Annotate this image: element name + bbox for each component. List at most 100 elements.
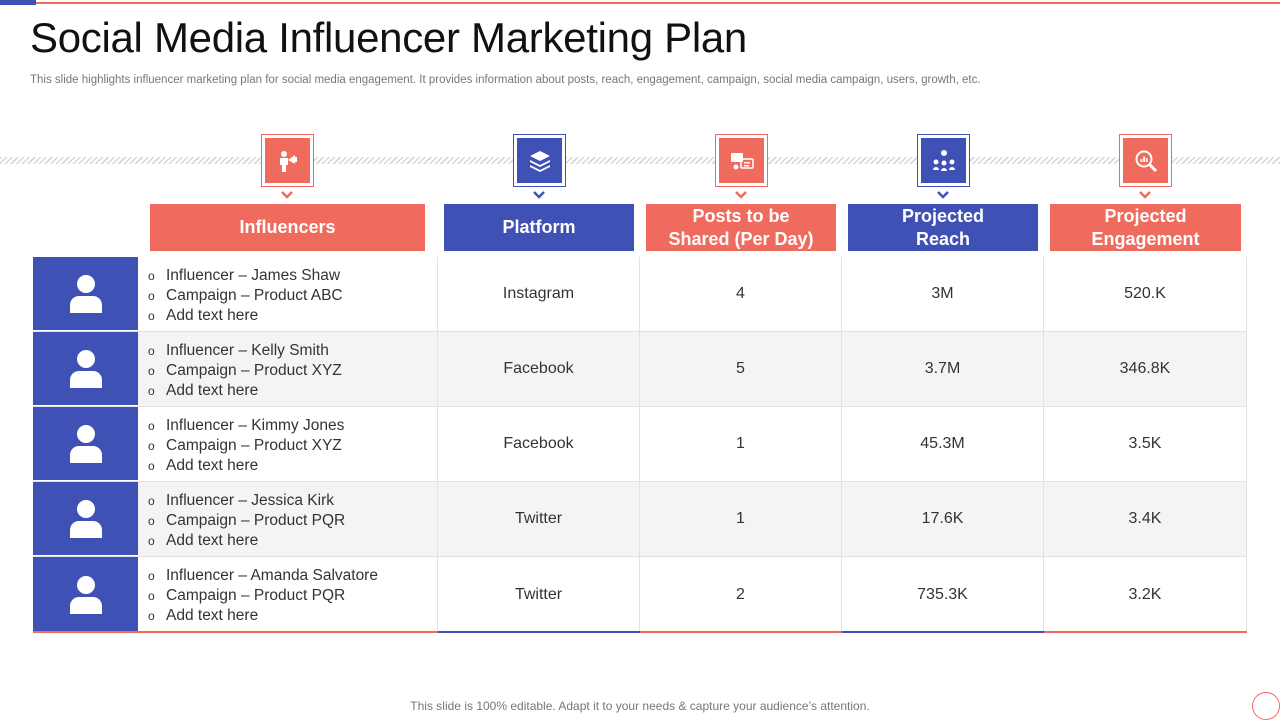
info-note: o Add text here bbox=[148, 382, 259, 399]
info-campaign: o Campaign – Product ABC bbox=[148, 287, 343, 304]
info-influencer: o Influencer – Jessica Kirk bbox=[148, 492, 334, 509]
layers-icon bbox=[529, 150, 550, 172]
chevron-down-icon bbox=[937, 191, 949, 199]
posts-cell: 1 bbox=[640, 407, 842, 481]
bottom-accent-line bbox=[842, 631, 1044, 633]
header-platform: Platform bbox=[444, 204, 634, 251]
platform-header-icon bbox=[513, 134, 566, 187]
bullet: o bbox=[148, 534, 155, 548]
header-engagement: Projected Engagement bbox=[1050, 204, 1241, 251]
engagement-cell: 3.2K bbox=[1044, 557, 1247, 632]
top-accent-line bbox=[36, 2, 1280, 4]
footer-note: This slide is 100% editable. Adapt it to… bbox=[410, 699, 870, 713]
avatar bbox=[33, 332, 138, 406]
user-icon bbox=[69, 499, 102, 538]
bullet: o bbox=[148, 269, 155, 283]
bullet: o bbox=[148, 439, 155, 453]
bullet: o bbox=[148, 289, 155, 303]
table-row: o Influencer – Amanda Salvatore o Campaign… bbox=[33, 557, 1247, 632]
corner-circle-decoration bbox=[1252, 692, 1280, 720]
top-accent-bar bbox=[0, 0, 36, 5]
influencer-info: o Influencer – Kimmy Jones o Campaign – Pr… bbox=[138, 407, 438, 481]
user-icon bbox=[69, 349, 102, 388]
network-users-icon bbox=[932, 149, 955, 171]
reach-cell: 3M bbox=[842, 257, 1044, 331]
bottom-accent-line bbox=[438, 631, 640, 633]
bullet: o bbox=[148, 514, 155, 528]
platform-cell: Twitter bbox=[438, 482, 640, 556]
bullet: o bbox=[148, 459, 155, 473]
info-note: o Add text here bbox=[148, 457, 259, 474]
bullet: o bbox=[148, 589, 155, 603]
chevron-down-icon bbox=[281, 191, 293, 199]
engagement-cell: 346.8K bbox=[1044, 332, 1247, 406]
info-influencer: o Influencer – James Shaw bbox=[148, 267, 341, 284]
influencer-info: o Influencer – Amanda Salvatore o Campaign… bbox=[138, 557, 438, 632]
bottom-accent-line bbox=[1044, 631, 1247, 633]
avatar bbox=[33, 482, 138, 556]
table-row: o Influencer – Kimmy Jones o Campaign – Pr… bbox=[33, 407, 1247, 482]
posts-header-icon bbox=[715, 134, 768, 187]
info-note: o Add text here bbox=[148, 607, 259, 624]
info-campaign: o Campaign – Product XYZ bbox=[148, 437, 342, 454]
table-row: o Influencer – Jessica Kirk o Campaign – P… bbox=[33, 482, 1247, 557]
info-campaign: o Campaign – Product PQR bbox=[148, 587, 346, 604]
posts-cell: 2 bbox=[640, 557, 842, 632]
posts-cell: 5 bbox=[640, 332, 842, 406]
info-influencer: o Influencer – Kelly Smith bbox=[148, 342, 329, 359]
reach-header-icon bbox=[917, 134, 970, 187]
reach-cell: 45.3M bbox=[842, 407, 1044, 481]
avatar bbox=[33, 557, 138, 632]
bottom-accent-line bbox=[33, 631, 438, 633]
platform-cell: Twitter bbox=[438, 557, 640, 632]
bullet: o bbox=[148, 384, 155, 398]
info-note: o Add text here bbox=[148, 532, 259, 549]
bottom-accent-line bbox=[640, 631, 842, 633]
info-note: o Add text here bbox=[148, 307, 259, 324]
chevron-down-icon bbox=[533, 191, 545, 199]
header-reach: Projected Reach bbox=[848, 204, 1038, 251]
posts-cell: 1 bbox=[640, 482, 842, 556]
influencers-header-icon bbox=[261, 134, 314, 187]
reach-cell: 3.7M bbox=[842, 332, 1044, 406]
user-icon bbox=[69, 274, 102, 313]
megaphone-person-icon bbox=[279, 150, 297, 172]
info-influencer: o Influencer – Kimmy Jones bbox=[148, 417, 345, 434]
chevron-down-icon bbox=[735, 191, 747, 199]
influencer-info: o Influencer – Jessica Kirk o Campaign – P… bbox=[138, 482, 438, 556]
header-posts: Posts to be Shared (Per Day) bbox=[646, 204, 836, 251]
bullet: o bbox=[148, 344, 155, 358]
engagement-cell: 520.K bbox=[1044, 257, 1247, 331]
platform-cell: Facebook bbox=[438, 332, 640, 406]
platform-cell: Facebook bbox=[438, 407, 640, 481]
chevron-down-icon bbox=[1139, 191, 1151, 199]
bullet: o bbox=[148, 419, 155, 433]
hatched-divider bbox=[0, 157, 1280, 164]
table-row: o Influencer – Kelly Smith o Campaign – Pr… bbox=[33, 332, 1247, 407]
user-icon bbox=[69, 424, 102, 463]
influencer-table: o Influencer – James Shaw o Campaign – Pro… bbox=[33, 257, 1247, 632]
avatar bbox=[33, 407, 138, 481]
bullet: o bbox=[148, 569, 155, 583]
avatar bbox=[33, 257, 138, 331]
influencer-info: o Influencer – Kelly Smith o Campaign – Pr… bbox=[138, 332, 438, 406]
engagement-header-icon bbox=[1119, 134, 1172, 187]
bullet: o bbox=[148, 609, 155, 623]
info-campaign: o Campaign – Product PQR bbox=[148, 512, 346, 529]
table-row: o Influencer – James Shaw o Campaign – Pro… bbox=[33, 257, 1247, 332]
bullet: o bbox=[148, 309, 155, 323]
slide-title: Social Media Influencer Marketing Plan bbox=[30, 14, 747, 61]
posts-icon bbox=[730, 152, 754, 169]
info-influencer: o Influencer – Amanda Salvatore bbox=[148, 567, 378, 584]
slide-subtitle: This slide highlights influencer marketi… bbox=[30, 74, 981, 86]
reach-cell: 17.6K bbox=[842, 482, 1044, 556]
magnifier-chart-icon bbox=[1135, 150, 1157, 172]
influencer-info: o Influencer – James Shaw o Campaign – Pro… bbox=[138, 257, 438, 331]
reach-cell: 735.3K bbox=[842, 557, 1044, 632]
posts-cell: 4 bbox=[640, 257, 842, 331]
engagement-cell: 3.4K bbox=[1044, 482, 1247, 556]
engagement-cell: 3.5K bbox=[1044, 407, 1247, 481]
bullet: o bbox=[148, 494, 155, 508]
platform-cell: Instagram bbox=[438, 257, 640, 331]
bullet: o bbox=[148, 364, 155, 378]
